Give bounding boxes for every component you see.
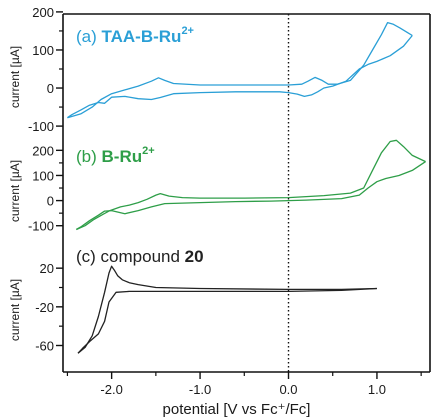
panel-label-prefix: (c) compound (76, 247, 185, 266)
y-tick-label: -60 (35, 339, 54, 354)
x-tick-label: -2.0 (100, 382, 122, 397)
y-tick-label: 200 (32, 5, 54, 20)
y-tick-label: 0 (47, 81, 54, 96)
plot-content: (a) TAA-B-Ru2+(b) B-Ru2+(c) compound 20 (67, 21, 426, 354)
panel-label-charge: 2+ (142, 145, 155, 157)
cv-trace-reverse (75, 161, 426, 231)
y-tick-label: 100 (32, 168, 54, 183)
y-tick-label: 20 (40, 261, 54, 276)
x-tick-label: -1.0 (189, 382, 211, 397)
panel-label-compound: 20 (185, 247, 204, 266)
panel-label-compound: TAA-B-Ru (102, 27, 182, 46)
panel-3: (c) compound 20 (76, 247, 377, 354)
y-axis-title: current [µA] (8, 160, 22, 222)
y-tick-label: -100 (28, 119, 54, 134)
y-tick-label: 200 (32, 143, 54, 158)
y-tick-label: -100 (28, 219, 54, 234)
panel-label-prefix: (b) (76, 147, 102, 166)
panel-1: (a) TAA-B-Ru2+ (67, 21, 413, 119)
y-tick-label: -20 (35, 300, 54, 315)
panel-label-compound: B-Ru (102, 147, 143, 166)
x-tick-label: 1.0 (368, 382, 386, 397)
y-axis-title: current [µA] (8, 46, 22, 108)
cv-trace-forward (77, 265, 377, 354)
y-tick-label: 100 (32, 43, 54, 58)
panel-label-charge: 2+ (181, 25, 194, 37)
panel-label-prefix: (a) (76, 27, 102, 46)
cv-trace-forward (67, 21, 413, 119)
x-tick-label: 0.0 (279, 382, 297, 397)
y-axis-title: current [µA] (8, 279, 22, 341)
y-tick-label: 0 (47, 194, 54, 209)
panel-label: (b) B-Ru2+ (76, 145, 155, 166)
cv-trace-reverse (77, 287, 377, 354)
x-axis-title: potential [V vs Fc⁺/Fc] (163, 401, 311, 418)
panel-2: (b) B-Ru2+ (75, 139, 426, 231)
panel-label: (c) compound 20 (76, 247, 204, 266)
cv-trace-reverse (67, 35, 413, 119)
panel-label: (a) TAA-B-Ru2+ (76, 25, 194, 46)
